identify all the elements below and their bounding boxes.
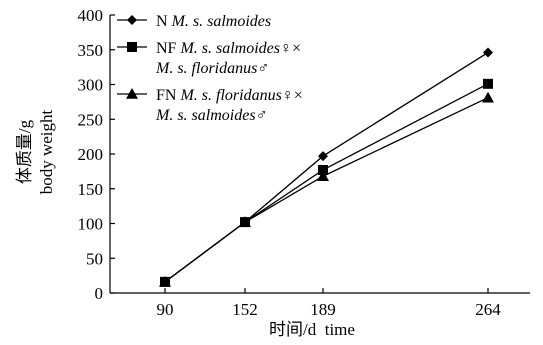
legend-label-part: M. s. floridanus — [179, 87, 281, 104]
legend-entry-triangle: FN M. s. floridanus♀× M. s. salmoides♂ — [117, 87, 303, 124]
legend-label-line: N M. s. salmoides — [156, 13, 271, 30]
data-point-square — [318, 164, 328, 175]
y-tick-label: 300 — [78, 76, 104, 95]
series-line-triangle — [164, 97, 489, 283]
y-tick-label: 150 — [78, 180, 104, 199]
y-tick-label: 50 — [86, 249, 103, 268]
y-tick-label: 100 — [78, 215, 104, 234]
legend-label-line: NF M. s. salmoides♀× — [156, 40, 301, 57]
x-tick-label: 90 — [157, 300, 174, 319]
y-tick-label: 0 — [95, 284, 104, 303]
legend-label-part: M. s. salmoides — [171, 13, 272, 30]
legend-marker-diamond — [127, 15, 137, 25]
legend-label-part: ♀× — [282, 87, 303, 104]
x-axis-label: 时间/d time — [269, 320, 355, 339]
y-tick-label: 200 — [78, 145, 104, 164]
series-markers — [159, 47, 494, 287]
legend-marker-triangle — [126, 88, 138, 99]
legend-label-part: ♀× — [280, 40, 301, 57]
y-axis-label-english: body weight — [37, 109, 56, 194]
legend-label-part: M. s. floridanus — [155, 60, 257, 77]
legend-label-part: ♂ — [256, 107, 268, 124]
legend-entry-square: NF M. s. salmoides♀× M. s. floridanus♂ — [117, 40, 301, 77]
y-axis-label: 体质量/g — [15, 119, 34, 184]
y-tick-label: 250 — [78, 110, 104, 129]
data-point-diamond — [318, 151, 328, 162]
x-tick-label: 264 — [475, 300, 501, 319]
legend-label-line: M. s. floridanus♂ — [155, 60, 269, 77]
legend-label-line: FN M. s. floridanus♀× — [156, 87, 303, 104]
tick-labels: 0 50 100 150 200 250 300 350 400 90 152 189 264 — [78, 6, 502, 319]
legend-label-part: FN — [156, 87, 180, 104]
legend-label-part: M. s. salmoides — [155, 107, 256, 124]
legend-label-part: M. s. salmoides — [179, 40, 280, 57]
series-lines — [164, 51, 489, 283]
legend-label-line: M. s. salmoides♂ — [155, 107, 268, 124]
data-point-square — [483, 78, 493, 89]
legend-marker-square — [127, 42, 137, 52]
legend-label-part: NF — [156, 40, 180, 57]
axes — [109, 14, 530, 294]
legend-label-part: ♂ — [257, 60, 269, 77]
legend-entry-diamond: N M. s. salmoides — [117, 13, 271, 30]
y-tick-label: 350 — [78, 41, 104, 60]
x-tick-label: 152 — [232, 300, 258, 319]
data-point-triangle — [317, 170, 329, 182]
data-point-triangle — [159, 275, 171, 287]
x-tick-label: 189 — [310, 300, 336, 319]
data-point-triangle — [239, 216, 251, 227]
legend-label-part: N — [156, 13, 172, 30]
data-point-diamond — [483, 47, 493, 58]
y-tick-label: 400 — [78, 6, 104, 25]
data-point-triangle — [482, 91, 494, 103]
